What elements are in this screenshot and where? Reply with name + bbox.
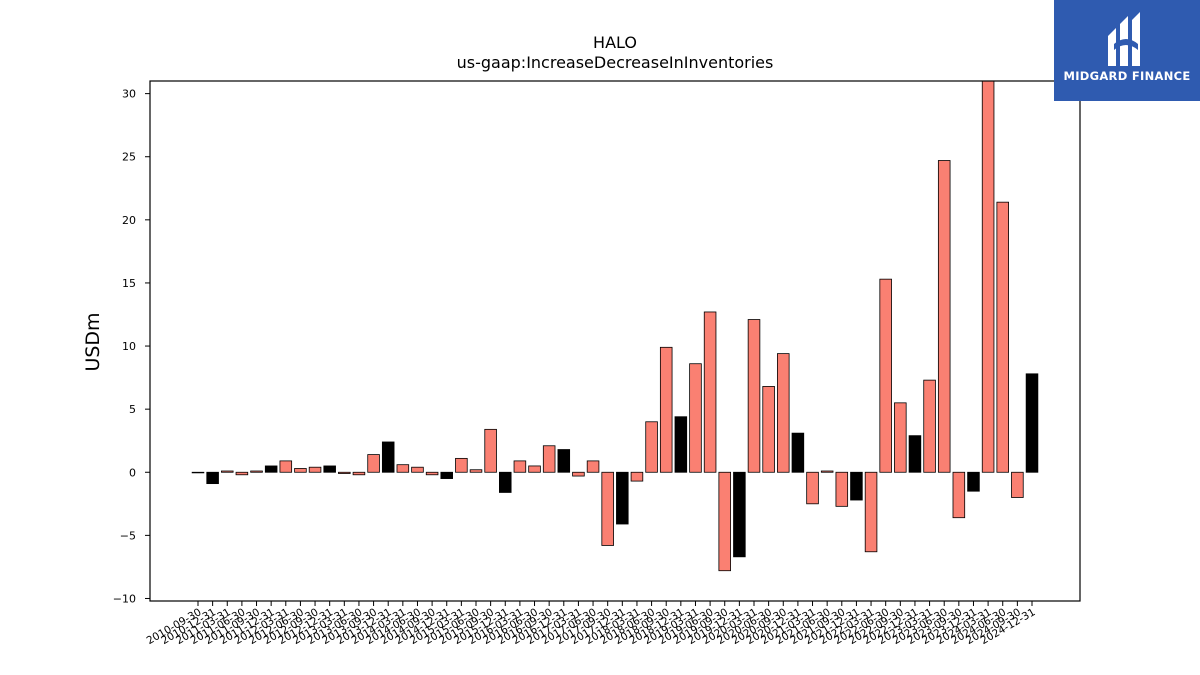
bars-layer — [191, 80, 1039, 572]
bar-2013-12-31 — [381, 441, 395, 473]
bar-2021-03-31 — [806, 471, 819, 505]
bar-2013-06-30 — [352, 471, 366, 476]
chart-title: HALO — [593, 33, 637, 52]
bar-2018-12-31 — [674, 416, 688, 473]
bar-2019-12-31 — [733, 471, 746, 558]
y-tick-label: −5 — [120, 529, 136, 542]
bar-2018-09-30 — [659, 346, 673, 473]
bar-2016-12-31 — [557, 449, 571, 473]
bar-2012-03-31 — [279, 460, 293, 473]
bar-2019-09-30 — [718, 471, 731, 572]
y-tick-label: 20 — [122, 214, 136, 227]
bar-2019-06-30 — [703, 311, 717, 473]
bar-2016-09-30 — [542, 445, 556, 473]
bar-2023-09-30 — [952, 471, 966, 519]
bar-2022-03-31 — [864, 471, 878, 553]
bar-2011-03-31 — [221, 470, 234, 473]
bar-2023-06-30 — [937, 160, 951, 473]
bar-2024-12-31 — [1025, 373, 1039, 473]
bar-2015-03-31 — [455, 457, 468, 473]
logo-mark-icon — [1108, 12, 1140, 66]
y-tick-label: 10 — [122, 340, 136, 353]
bar-2013-03-31 — [338, 471, 351, 474]
bar-2014-06-30 — [411, 466, 424, 473]
bar-2015-09-30 — [484, 428, 497, 473]
bar-2020-12-31 — [791, 432, 805, 473]
bar-2019-03-31 — [689, 363, 702, 473]
bar-2015-12-31 — [499, 471, 512, 493]
bar-2011-12-31 — [264, 465, 278, 473]
bar-2010-09-30 — [191, 471, 205, 474]
y-tick-label: 30 — [122, 88, 136, 101]
bar-2020-09-30 — [777, 353, 790, 473]
bar-2021-06-30 — [820, 470, 834, 473]
bar-2023-12-31 — [967, 471, 980, 492]
bar-2016-03-31 — [513, 460, 527, 473]
bar-2016-06-30 — [528, 465, 541, 473]
bar-2020-06-30 — [762, 386, 775, 473]
y-tick-label: −10 — [113, 592, 136, 605]
bar-2024-06-30 — [996, 201, 1009, 473]
bar-2022-09-30 — [894, 402, 907, 473]
bar-2022-06-30 — [879, 278, 892, 473]
y-tick-label: 5 — [129, 403, 136, 416]
bar-2013-09-30 — [367, 454, 380, 473]
logo-text: MIDGARD FINANCE — [1063, 69, 1191, 83]
bar-2017-09-30 — [601, 471, 614, 546]
bar-2012-06-30 — [294, 468, 307, 473]
plot-frame — [149, 80, 1081, 602]
bar-2010-12-31 — [206, 471, 219, 485]
y-tick-label: 25 — [122, 151, 136, 164]
bar-2022-12-31 — [908, 435, 922, 473]
y-axis-label: USDm — [82, 312, 104, 371]
bar-2023-03-31 — [923, 379, 936, 473]
bar-2024-03-31 — [981, 80, 995, 473]
bar-2018-03-31 — [630, 471, 644, 482]
bar-2020-03-31 — [747, 319, 761, 473]
bar-2021-12-31 — [850, 471, 863, 501]
y-axis-ticks: −10 −5 0 5 10 15 20 25 30 — [113, 88, 150, 605]
bar-2012-09-30 — [308, 466, 322, 473]
bar-2017-03-31 — [572, 471, 585, 477]
bar-2017-12-31 — [616, 471, 629, 525]
bar-2011-06-30 — [235, 471, 249, 476]
bar-2014-09-30 — [425, 471, 439, 476]
bar-2011-09-30 — [250, 470, 263, 473]
y-tick-label: 15 — [122, 277, 136, 290]
bar-2021-09-30 — [835, 471, 849, 507]
chart-subtitle: us-gaap:IncreaseDecreaseInInventories — [457, 53, 774, 72]
bar-2014-03-31 — [396, 464, 410, 473]
bar-2012-12-31 — [323, 465, 336, 473]
company-logo: MIDGARD FINANCE — [1054, 0, 1200, 101]
bar-2018-06-30 — [645, 421, 658, 473]
x-axis-ticks: 2010-09-302010-12-312011-03-312011-06-30… — [145, 601, 1038, 647]
bar-2015-06-30 — [469, 469, 483, 473]
bar-2024-09-30 — [1011, 471, 1024, 498]
bar-2017-06-30 — [586, 460, 600, 473]
y-tick-label: 0 — [129, 466, 136, 479]
bar-2014-12-31 — [440, 471, 453, 479]
